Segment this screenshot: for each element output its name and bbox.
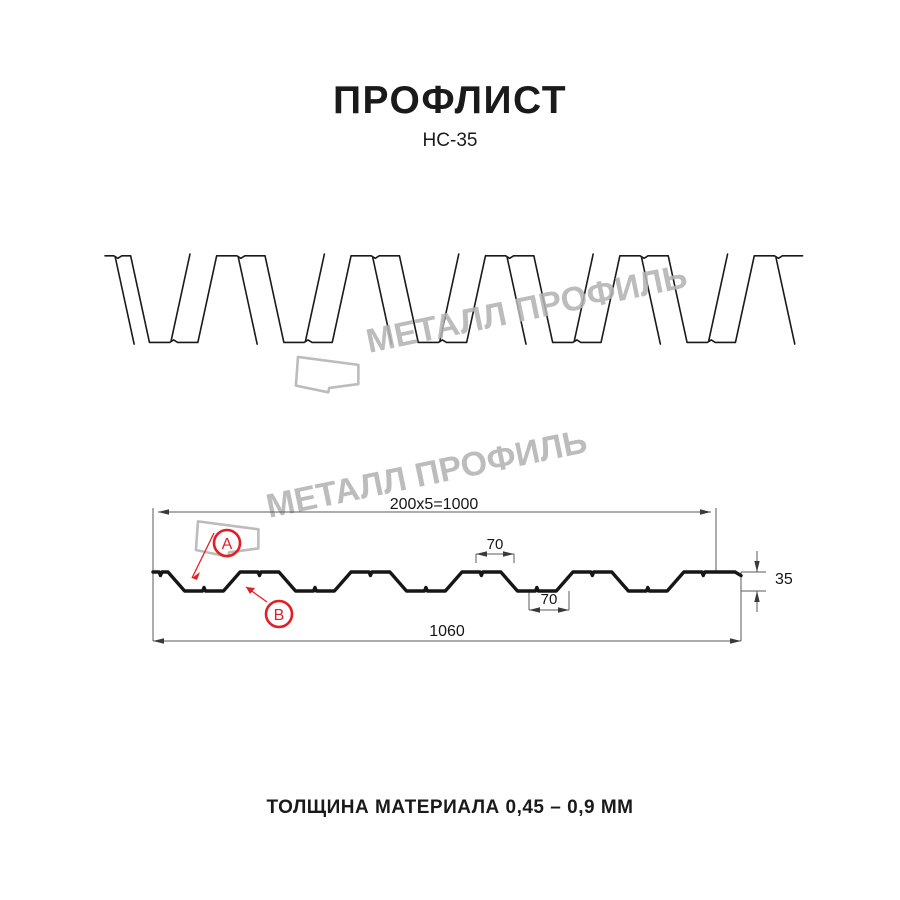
svg-text:МЕТАЛЛ ПРОФИЛЬ: МЕТАЛЛ ПРОФИЛЬ: [363, 257, 691, 360]
svg-text:70: 70: [541, 591, 558, 608]
svg-text:B: B: [274, 607, 285, 624]
svg-text:A: A: [222, 536, 233, 553]
svg-text:200x5=1000: 200x5=1000: [390, 496, 479, 513]
svg-text:1060: 1060: [429, 623, 465, 640]
svg-text:35: 35: [775, 571, 793, 588]
svg-text:70: 70: [487, 536, 504, 553]
